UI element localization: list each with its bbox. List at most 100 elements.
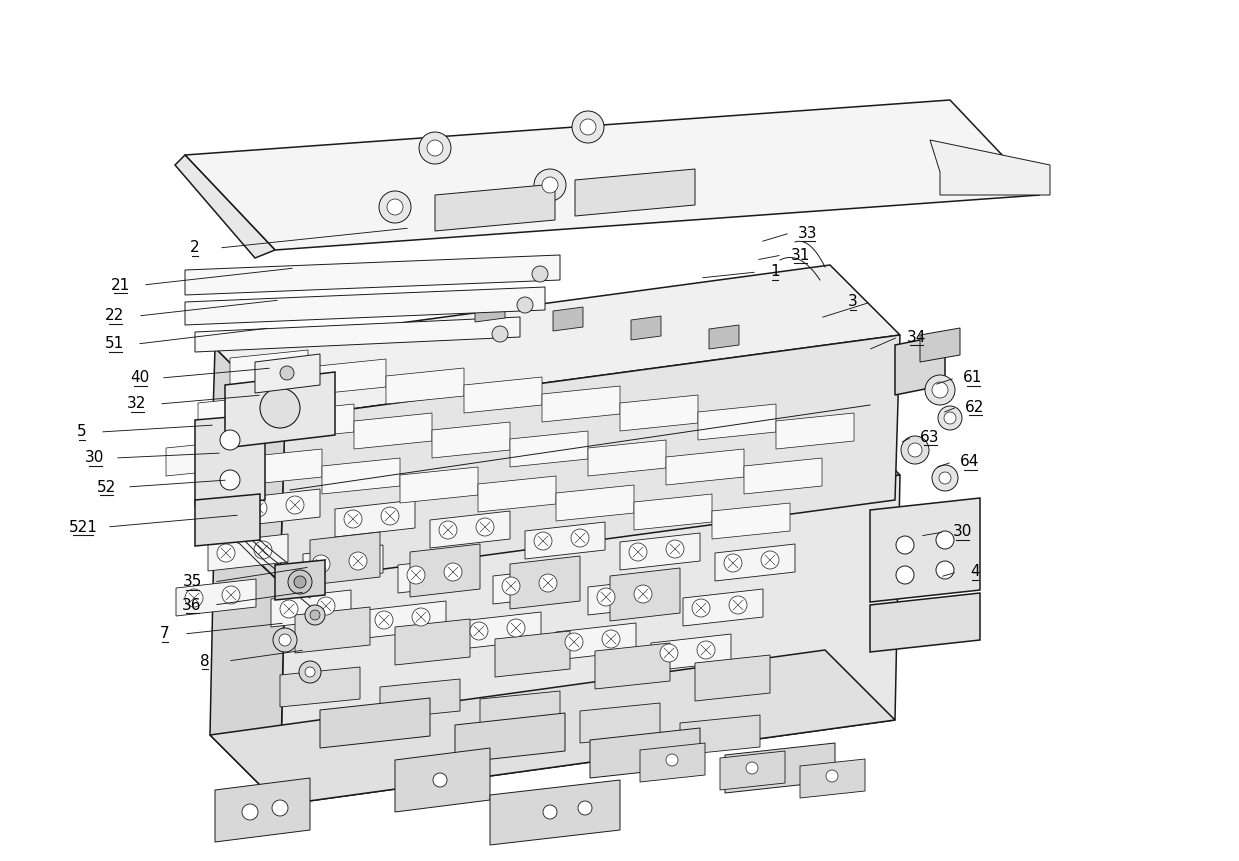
Circle shape (299, 661, 321, 683)
Circle shape (939, 472, 952, 484)
Polygon shape (310, 532, 380, 585)
Circle shape (254, 541, 273, 559)
Circle shape (693, 599, 710, 617)
Polygon shape (725, 743, 835, 793)
Circle shape (242, 804, 258, 820)
Circle shape (896, 566, 914, 584)
Polygon shape (244, 449, 322, 485)
Polygon shape (695, 655, 769, 701)
Polygon shape (209, 490, 285, 805)
Polygon shape (478, 476, 556, 512)
Circle shape (534, 169, 566, 201)
Circle shape (221, 470, 240, 490)
Circle shape (185, 589, 203, 607)
Text: 64: 64 (960, 455, 980, 469)
Circle shape (444, 563, 462, 581)
Polygon shape (683, 589, 763, 626)
Text: 36: 36 (182, 598, 202, 612)
Circle shape (413, 608, 430, 626)
Polygon shape (209, 348, 285, 583)
Text: 521: 521 (68, 519, 98, 535)
Circle shape (273, 628, 297, 652)
Circle shape (935, 561, 954, 579)
Polygon shape (185, 287, 545, 325)
Circle shape (935, 531, 954, 549)
Circle shape (217, 544, 235, 562)
Polygon shape (255, 354, 320, 393)
Polygon shape (309, 359, 387, 395)
Circle shape (660, 644, 678, 662)
Polygon shape (525, 522, 605, 559)
Polygon shape (280, 335, 900, 583)
Circle shape (634, 585, 652, 603)
Circle shape (543, 805, 558, 819)
Polygon shape (634, 494, 712, 530)
Polygon shape (610, 568, 680, 621)
Polygon shape (620, 533, 700, 570)
Polygon shape (743, 458, 821, 494)
Circle shape (826, 770, 838, 782)
Polygon shape (455, 713, 565, 763)
Text: 52: 52 (97, 480, 115, 494)
Polygon shape (430, 511, 510, 548)
Circle shape (597, 588, 615, 606)
Polygon shape (475, 298, 506, 322)
Polygon shape (435, 184, 555, 231)
Text: 2: 2 (191, 240, 199, 256)
Circle shape (222, 586, 240, 604)
Text: 34: 34 (906, 330, 926, 344)
Polygon shape (410, 544, 479, 597)
Circle shape (382, 507, 399, 525)
Text: 8: 8 (201, 653, 209, 668)
Text: 33: 33 (798, 226, 818, 240)
Polygon shape (240, 489, 320, 526)
Polygon shape (276, 404, 354, 440)
Polygon shape (590, 728, 700, 778)
Polygon shape (712, 503, 790, 539)
Polygon shape (176, 579, 256, 616)
Polygon shape (387, 368, 463, 404)
Text: 1: 1 (771, 264, 779, 280)
Circle shape (387, 199, 403, 215)
Polygon shape (195, 494, 260, 546)
Text: 35: 35 (182, 574, 202, 590)
Polygon shape (463, 377, 541, 413)
Circle shape (571, 529, 589, 547)
Polygon shape (930, 140, 1049, 195)
Circle shape (602, 630, 620, 648)
Polygon shape (698, 404, 776, 440)
Polygon shape (667, 449, 743, 485)
Polygon shape (398, 556, 478, 593)
Circle shape (534, 532, 553, 550)
Polygon shape (720, 751, 786, 790)
Circle shape (470, 622, 488, 640)
Circle shape (349, 552, 367, 570)
Polygon shape (556, 623, 636, 660)
Text: 7: 7 (160, 627, 170, 641)
Circle shape (938, 406, 961, 430)
Polygon shape (166, 440, 244, 476)
Polygon shape (461, 612, 541, 649)
Circle shape (312, 555, 330, 573)
Polygon shape (280, 475, 900, 805)
Circle shape (698, 641, 715, 659)
Circle shape (926, 375, 955, 405)
Circle shape (344, 510, 362, 528)
Polygon shape (322, 458, 400, 494)
Polygon shape (510, 431, 589, 467)
Circle shape (273, 800, 287, 816)
Circle shape (580, 119, 596, 135)
Circle shape (539, 574, 558, 592)
Circle shape (502, 577, 520, 595)
Text: 4: 4 (970, 565, 980, 579)
Circle shape (432, 773, 447, 787)
Polygon shape (216, 778, 310, 842)
Polygon shape (304, 545, 383, 582)
Circle shape (492, 326, 508, 342)
Text: 22: 22 (105, 308, 125, 324)
Circle shape (667, 754, 678, 766)
Polygon shape (556, 485, 634, 521)
Circle shape (507, 619, 525, 637)
Text: 30: 30 (85, 450, 104, 466)
Circle shape (517, 297, 533, 313)
